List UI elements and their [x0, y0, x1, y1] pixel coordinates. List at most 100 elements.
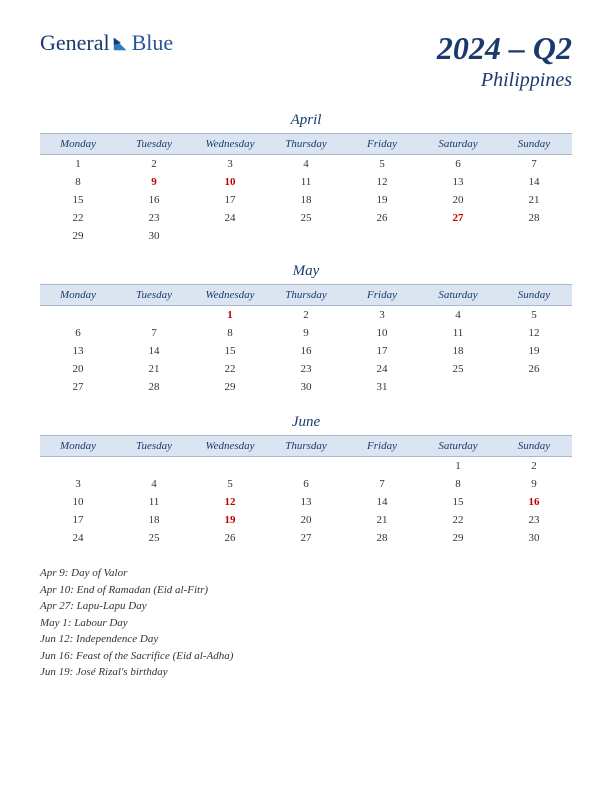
day-cell: 6	[40, 324, 116, 342]
day-cell: 18	[268, 191, 344, 209]
day-cell	[344, 457, 420, 476]
day-cell: 15	[40, 191, 116, 209]
day-cell: 26	[192, 529, 268, 547]
day-cell: 17	[344, 342, 420, 360]
day-header: Thursday	[268, 436, 344, 457]
day-cell: 25	[116, 529, 192, 547]
week-row: 1234567	[40, 155, 572, 174]
holiday-entry: Jun 19: José Rizal's birthday	[40, 664, 572, 681]
holiday-entry: Apr 27: Lapu-Lapu Day	[40, 598, 572, 615]
day-cell: 11	[116, 493, 192, 511]
day-header: Sunday	[496, 134, 572, 155]
holiday-entry: Apr 9: Day of Valor	[40, 565, 572, 582]
day-cell: 13	[420, 173, 496, 191]
day-cell	[496, 227, 572, 245]
day-cell: 16	[496, 493, 572, 511]
day-cell: 4	[268, 155, 344, 174]
day-cell: 12	[496, 324, 572, 342]
day-cell: 7	[116, 324, 192, 342]
country-title: Philippines	[437, 69, 572, 92]
day-cell: 20	[268, 511, 344, 529]
day-cell: 21	[344, 511, 420, 529]
day-header: Monday	[40, 134, 116, 155]
month-name: June	[40, 414, 572, 431]
day-cell: 7	[496, 155, 572, 174]
day-header: Wednesday	[192, 285, 268, 306]
day-cell	[192, 227, 268, 245]
week-row: 15161718192021	[40, 191, 572, 209]
day-cell	[268, 227, 344, 245]
day-cell: 14	[116, 342, 192, 360]
logo-text-1: General	[40, 30, 110, 56]
day-header: Monday	[40, 436, 116, 457]
title-block: 2024 – Q2 Philippines	[437, 30, 572, 92]
day-cell: 19	[344, 191, 420, 209]
day-cell: 30	[116, 227, 192, 245]
day-cell: 18	[116, 511, 192, 529]
week-row: 17181920212223	[40, 511, 572, 529]
week-row: 3456789	[40, 475, 572, 493]
day-cell: 1	[40, 155, 116, 174]
day-cell: 9	[116, 173, 192, 191]
day-cell: 8	[192, 324, 268, 342]
month-block: AprilMondayTuesdayWednesdayThursdayFrida…	[40, 112, 572, 245]
day-cell: 16	[268, 342, 344, 360]
week-row: 10111213141516	[40, 493, 572, 511]
day-cell: 29	[192, 378, 268, 396]
week-row: 891011121314	[40, 173, 572, 191]
day-cell: 27	[268, 529, 344, 547]
day-cell: 2	[268, 306, 344, 325]
day-header: Wednesday	[192, 436, 268, 457]
day-cell: 24	[40, 529, 116, 547]
day-cell	[192, 457, 268, 476]
day-cell: 4	[116, 475, 192, 493]
day-cell	[344, 227, 420, 245]
week-row: 12345	[40, 306, 572, 325]
day-cell: 24	[344, 360, 420, 378]
week-row: 2930	[40, 227, 572, 245]
week-row: 22232425262728	[40, 209, 572, 227]
day-header: Thursday	[268, 285, 344, 306]
day-cell: 9	[268, 324, 344, 342]
day-cell: 17	[40, 511, 116, 529]
day-cell: 3	[344, 306, 420, 325]
day-cell: 12	[192, 493, 268, 511]
week-row: 24252627282930	[40, 529, 572, 547]
day-cell	[420, 378, 496, 396]
day-cell: 26	[496, 360, 572, 378]
day-header: Saturday	[420, 285, 496, 306]
day-header: Tuesday	[116, 285, 192, 306]
day-cell: 8	[40, 173, 116, 191]
day-cell: 25	[268, 209, 344, 227]
day-header: Tuesday	[116, 436, 192, 457]
day-header: Friday	[344, 436, 420, 457]
day-cell: 1	[192, 306, 268, 325]
day-cell: 17	[192, 191, 268, 209]
holiday-entry: Jun 16: Feast of the Sacrifice (Eid al-A…	[40, 648, 572, 665]
day-cell: 30	[268, 378, 344, 396]
month-table: MondayTuesdayWednesdayThursdayFridaySatu…	[40, 284, 572, 396]
day-cell: 9	[496, 475, 572, 493]
week-row: 13141516171819	[40, 342, 572, 360]
day-cell: 10	[344, 324, 420, 342]
day-cell: 20	[40, 360, 116, 378]
day-cell: 6	[268, 475, 344, 493]
day-header: Sunday	[496, 436, 572, 457]
day-cell: 19	[192, 511, 268, 529]
month-name: April	[40, 112, 572, 129]
day-cell: 10	[192, 173, 268, 191]
day-cell: 23	[116, 209, 192, 227]
logo: General Blue	[40, 30, 173, 56]
day-cell: 7	[344, 475, 420, 493]
day-cell	[116, 457, 192, 476]
day-cell: 11	[420, 324, 496, 342]
day-cell: 1	[420, 457, 496, 476]
day-cell: 19	[496, 342, 572, 360]
day-cell: 6	[420, 155, 496, 174]
day-cell: 15	[420, 493, 496, 511]
day-header: Wednesday	[192, 134, 268, 155]
day-cell: 28	[496, 209, 572, 227]
day-cell: 11	[268, 173, 344, 191]
day-cell	[40, 457, 116, 476]
day-cell	[268, 457, 344, 476]
